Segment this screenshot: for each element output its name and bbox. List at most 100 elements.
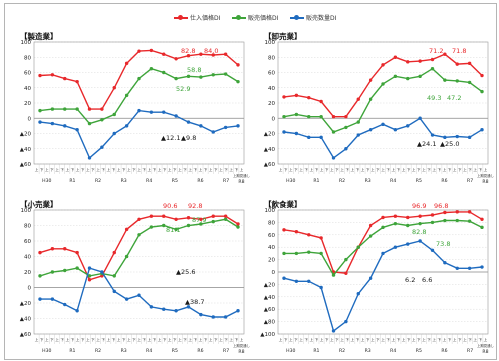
data-point [331, 115, 336, 119]
data-point [174, 227, 178, 232]
x-year-label: R1 [313, 178, 319, 184]
data-point [381, 225, 385, 230]
data-point [294, 230, 299, 234]
x-tick-label: 下 [173, 168, 177, 172]
x-tick-label: 下 [183, 168, 187, 172]
data-point [393, 245, 398, 249]
x-tick-label: 上 [340, 337, 344, 342]
x-tick-label: 上 [188, 167, 192, 172]
x-year-label: R5 [416, 178, 422, 184]
x-tick-label: 上 [299, 167, 303, 172]
data-point [344, 115, 348, 119]
x-tick-label: 上 [320, 167, 324, 172]
x-tick-label: 下 [427, 168, 431, 172]
data-point [307, 279, 311, 283]
data-point [137, 293, 141, 297]
data-point [137, 49, 141, 53]
x-tick-label: 上 [55, 337, 59, 342]
data-point [162, 70, 166, 75]
y-tick-label: 40 [24, 255, 31, 261]
data-point [223, 315, 228, 319]
data-point [430, 248, 435, 252]
x-year-label: R7 [223, 348, 229, 354]
x-tick-label: 上 [432, 167, 436, 172]
x-tick-label: 下 [132, 338, 136, 342]
data-point [137, 76, 141, 81]
series-line-2 [39, 109, 239, 160]
x-year-label: R1 [313, 348, 319, 354]
forecast-label: 上期見通し [477, 343, 495, 348]
x-tick-label: 下 [183, 338, 187, 342]
data-point [393, 55, 398, 59]
y-tick-label: 80 [24, 55, 31, 61]
data-point [282, 95, 286, 99]
data-point [236, 63, 240, 67]
data-point [186, 120, 191, 124]
x-tick-label: 下 [60, 168, 64, 172]
data-point [418, 239, 422, 243]
x-tick-label: 下 [417, 338, 421, 342]
legend-swatch-blue [290, 14, 304, 20]
data-point [356, 292, 360, 296]
x-tick-label: 上 [117, 167, 121, 172]
y-tick-label: 20 [268, 258, 275, 264]
data-point [149, 66, 154, 71]
x-tick-label: 上 [422, 167, 426, 172]
x-tick-label: 上 [45, 337, 49, 342]
x-year-label: R4 [390, 178, 396, 184]
data-point [100, 107, 104, 111]
x-tick-label: 下 [194, 168, 198, 172]
data-point [87, 121, 92, 126]
data-point [307, 95, 311, 100]
x-tick-label: 下 [325, 338, 329, 342]
x-tick-label: 上 [402, 337, 406, 342]
data-annotation: 73.8 [436, 240, 450, 248]
y-tick-label: ▲60 [264, 162, 276, 168]
x-tick-label: 上 [463, 337, 467, 342]
data-point [443, 218, 447, 223]
data-point [75, 107, 79, 111]
data-point [112, 289, 116, 294]
data-point [63, 268, 67, 273]
data-point [406, 60, 410, 64]
data-point [112, 274, 116, 278]
data-point [294, 279, 299, 283]
data-point [38, 73, 42, 78]
x-tick-label: 上 [158, 337, 162, 342]
data-point [368, 234, 373, 238]
x-tick-label: 上 [484, 337, 488, 342]
x-tick-label: 上 [168, 167, 172, 172]
data-annotation: 96.9 [412, 202, 426, 210]
x-tick-label: 下 [448, 338, 452, 342]
x-year-label: R3 [365, 178, 371, 184]
x-tick-label: 上 [168, 337, 172, 342]
data-point [75, 266, 79, 270]
x-year-label: R4 [146, 178, 152, 184]
chart-title: 【製造業】 [20, 31, 58, 41]
data-annotation: 52.9 [176, 85, 190, 93]
y-tick-label: ▲40 [20, 317, 32, 323]
x-tick-label: 下 [397, 168, 401, 172]
legend-label-sales-volume: 販売数量DI [306, 15, 337, 22]
x-tick-label: 上 [309, 337, 313, 342]
data-point [356, 133, 360, 137]
x-tick-label: 上 [453, 337, 457, 342]
x-tick-label: 上 [432, 337, 436, 342]
data-point [100, 270, 104, 274]
data-point [199, 52, 203, 56]
forecast-label: 上期見通し [233, 173, 251, 178]
x-tick-label: 下 [366, 168, 370, 172]
x-year-label: R2 [95, 178, 101, 184]
data-point [50, 247, 55, 251]
data-point [307, 233, 311, 237]
x-tick-label: 上 [240, 167, 244, 172]
x-tick-label: 上 [137, 167, 141, 172]
x-year-label: R4 [390, 348, 396, 354]
data-point [368, 223, 373, 228]
data-point [455, 134, 459, 139]
data-point [331, 156, 336, 160]
data-point [149, 305, 154, 309]
x-tick-label: 上 [412, 337, 416, 342]
data-point [38, 250, 42, 255]
data-point [63, 247, 67, 251]
